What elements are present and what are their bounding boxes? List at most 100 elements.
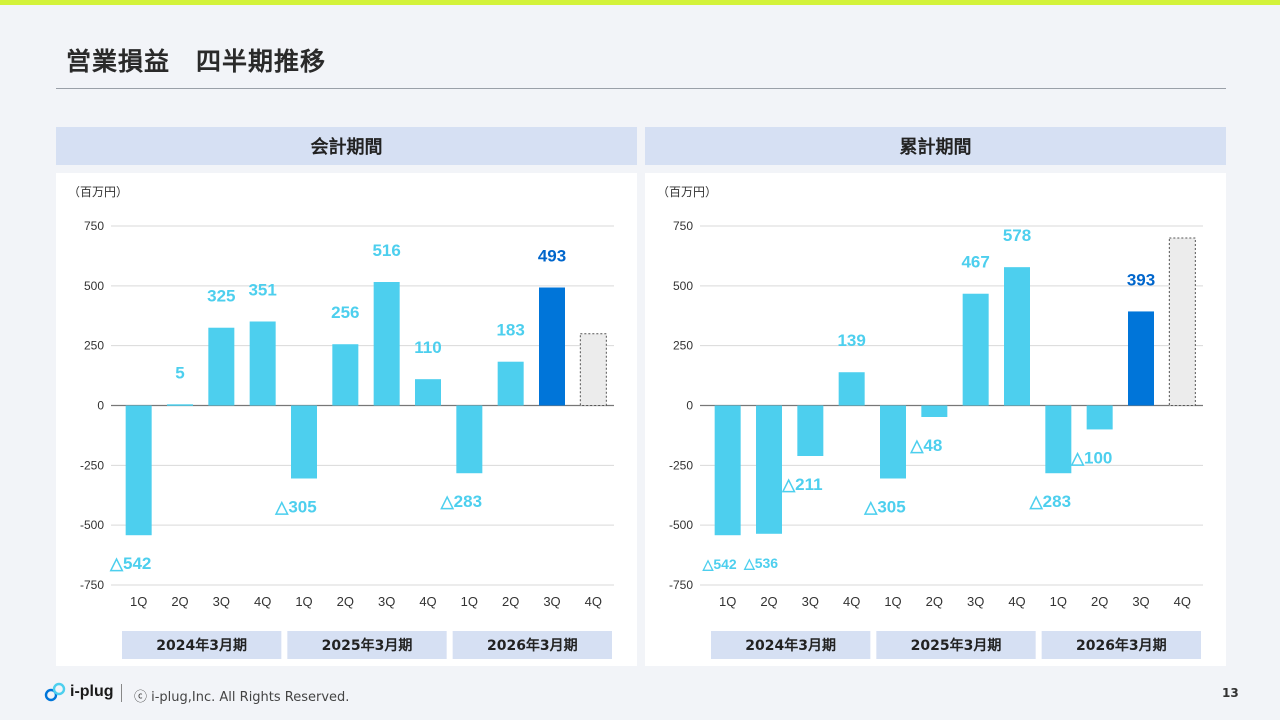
x-tick-label: 1Q [1050, 594, 1067, 609]
bar [838, 372, 865, 406]
data-label: △536 [743, 555, 778, 571]
bar [921, 405, 948, 417]
panel-header-accounting-period: 会計期間 [56, 127, 637, 165]
bar [756, 405, 782, 534]
data-label: 493 [538, 247, 566, 266]
quarterly-operating-profit-chart: 750 500 250 0 -250 -500 -750 △542 1Q 5 2Q 325 3Q 351 4… [80, 219, 614, 659]
bar [332, 344, 359, 406]
fiscal-year-group-box [711, 631, 871, 659]
unit-label: （百万円） [657, 185, 718, 199]
forecast-bar [579, 333, 607, 406]
footer-divider [121, 684, 122, 702]
x-tick-label: 2Q [1091, 594, 1108, 609]
data-label: △100 [1070, 448, 1112, 467]
data-label: 139 [837, 331, 865, 350]
bar [456, 405, 483, 474]
data-label: △48 [909, 436, 942, 455]
unit-label: （百万円） [68, 185, 129, 199]
cumulative-operating-profit-chart: 750 500 250 0 -250 -500 -750 △542 1Q △536 2Q △211 3Q… [669, 219, 1203, 659]
x-tick-label: 3Q [378, 594, 395, 609]
bar [373, 282, 400, 406]
bar [167, 404, 193, 406]
x-tick-label: 1Q [884, 594, 901, 609]
data-label: 256 [331, 303, 359, 322]
x-tick-label: 4Q [843, 594, 860, 609]
x-tick-label: 2Q [337, 594, 354, 609]
bar [880, 405, 906, 479]
bar [1086, 405, 1113, 430]
x-tick-label: 4Q [1174, 594, 1191, 609]
data-label: 393 [1127, 270, 1155, 289]
copyright-text: ⓒ i-plug,Inc. All Rights Reserved. [134, 690, 350, 705]
fiscal-year-group-label: 2024年3月期 [156, 637, 247, 654]
x-tick-label: 1Q [461, 594, 478, 609]
data-label: 110 [414, 338, 441, 357]
data-label: 183 [496, 321, 524, 340]
y-tick-label: -500 [669, 518, 693, 532]
i-plug-logo-icon [44, 682, 66, 702]
bar [291, 405, 317, 479]
data-label: 325 [207, 287, 235, 306]
y-tick-label: 0 [97, 399, 104, 413]
fiscal-year-group-box [1041, 631, 1201, 659]
x-tick-label: 3Q [802, 594, 819, 609]
bar [1128, 311, 1154, 406]
y-tick-label: -750 [80, 578, 104, 592]
x-tick-label: 2Q [502, 594, 519, 609]
panel-header-cumulative-period: 累計期間 [645, 127, 1226, 165]
x-tick-label: 4Q [254, 594, 271, 609]
bar [1004, 267, 1030, 406]
fiscal-year-group-label: 2026年3月期 [1076, 637, 1167, 654]
x-tick-label: 3Q [543, 594, 560, 609]
x-tick-label: 4Q [585, 594, 602, 609]
x-tick-label: 1Q [719, 594, 736, 609]
data-label: △211 [781, 475, 823, 494]
data-label: 578 [1003, 226, 1031, 245]
fiscal-year-group-label: 2025年3月期 [911, 637, 1002, 654]
fiscal-year-group-box [287, 631, 447, 659]
chart-panel-accounting-period: （百万円） 750 500 250 0 -250 -500 -750 △542 1Q 5 2Q 325… [56, 173, 637, 666]
bar [249, 321, 276, 406]
y-tick-label: -500 [80, 518, 104, 532]
fiscal-year-group-box [876, 631, 1036, 659]
data-label: 467 [961, 253, 989, 272]
data-label: 351 [248, 280, 276, 299]
top-accent-bar [0, 0, 1280, 5]
x-tick-label: 4Q [419, 594, 436, 609]
y-tick-label: -750 [669, 578, 693, 592]
data-label: △542 [109, 554, 151, 573]
bar [497, 361, 524, 406]
data-label: △305 [274, 497, 316, 516]
bar [125, 405, 152, 536]
y-tick-label: 500 [673, 279, 693, 293]
bar [539, 287, 565, 406]
title-divider [56, 88, 1226, 89]
bar [797, 405, 824, 456]
bar [415, 379, 441, 406]
y-tick-label: -250 [80, 458, 104, 472]
x-tick-label: 2Q [760, 594, 777, 609]
y-tick-label: 750 [673, 219, 693, 233]
y-tick-label: 750 [84, 219, 104, 233]
y-tick-label: 500 [84, 279, 104, 293]
x-tick-label: 2Q [171, 594, 188, 609]
chart-panel-cumulative-period: （百万円） 750 500 250 0 -250 -500 -750 △542 1Q △536 2Q… [645, 173, 1226, 666]
brand-name: i-plug [70, 683, 114, 700]
page-number: 13 [1222, 686, 1239, 700]
bar [208, 327, 235, 406]
x-tick-label: 4Q [1008, 594, 1025, 609]
data-label: △283 [1029, 492, 1071, 511]
bar [962, 293, 989, 406]
fiscal-year-group-label: 2026年3月期 [487, 637, 578, 654]
bar [714, 405, 741, 536]
bar [1045, 405, 1072, 474]
y-tick-label: 0 [686, 399, 693, 413]
data-label: △542 [702, 556, 737, 572]
data-label: △283 [440, 492, 482, 511]
x-tick-label: 2Q [926, 594, 943, 609]
x-tick-label: 3Q [213, 594, 230, 609]
x-tick-label: 1Q [295, 594, 312, 609]
fiscal-year-group-label: 2024年3月期 [745, 637, 836, 654]
page-title: 営業損益 四半期推移 [66, 47, 327, 76]
data-label: △305 [863, 497, 905, 516]
